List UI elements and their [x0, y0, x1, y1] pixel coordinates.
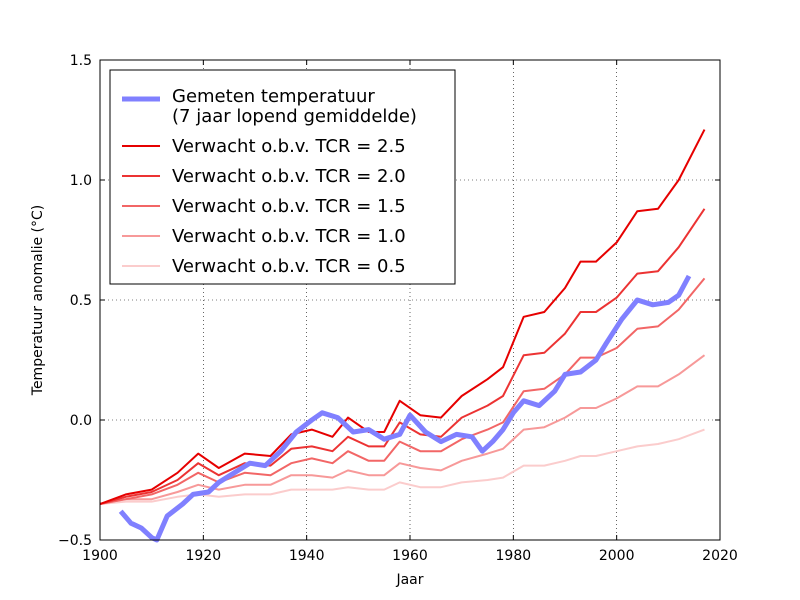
data-line [99, 208, 706, 505]
x-tick-label: 1900 [82, 548, 118, 564]
y-tick-label: −0.5 [58, 533, 92, 549]
legend-label: Verwacht o.b.v. TCR = 0.5 [172, 256, 406, 277]
data-line [99, 428, 705, 505]
x-axis-label: Jaar [395, 572, 423, 588]
legend-label: Verwacht o.b.v. TCR = 2.5 [172, 136, 406, 157]
y-tick-label: 0.0 [70, 413, 92, 429]
legend-label: Verwacht o.b.v. TCR = 1.5 [172, 196, 406, 217]
y-tick-label: 1.5 [70, 53, 92, 69]
x-tick-label: 1980 [496, 548, 532, 564]
plot-frame [99, 59, 721, 541]
legend: Gemeten temperatuur (7 jaar lopend gemidd… [109, 69, 456, 285]
data-line [99, 129, 706, 505]
x-tick-label: 2000 [599, 548, 635, 564]
x-tick-label: 2020 [702, 548, 738, 564]
x-tick-label: 1960 [392, 548, 428, 564]
y-tick-label: 1.0 [70, 173, 92, 189]
legend-label: Verwacht o.b.v. TCR = 2.0 [172, 166, 406, 187]
x-tick-label: 1940 [289, 548, 325, 564]
legend-box [109, 69, 456, 285]
legend-label: Verwacht o.b.v. TCR = 1.0 [172, 226, 406, 247]
legend-label: Gemeten temperatuur (7 jaar lopend gemidd… [172, 86, 417, 127]
data-line [118, 274, 692, 543]
y-axis-label: Temperatuur anomalie (°C) [30, 205, 46, 396]
y-tick-label: 0.5 [70, 293, 92, 309]
x-tick-label: 1920 [186, 548, 222, 564]
